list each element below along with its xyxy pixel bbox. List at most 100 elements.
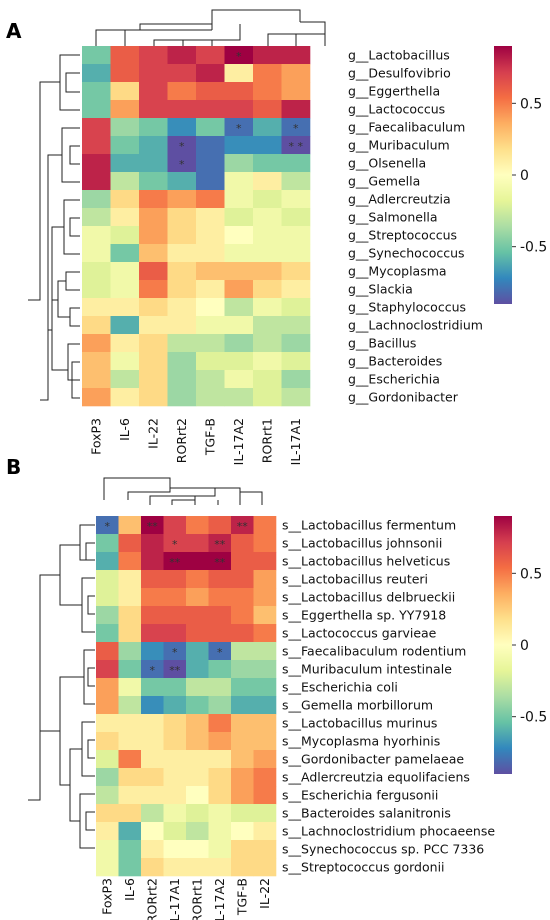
heatmap-cell [82,208,111,227]
heatmap-cell [281,352,311,371]
heatmap-cell [224,208,254,227]
heatmap-cell [141,822,164,841]
heatmap-cell [82,172,111,191]
heatmap-cell [186,696,209,715]
heatmap-cell [196,172,225,191]
heatmap-cell [253,136,282,155]
heatmap-cell [186,588,209,607]
heatmap-cell [163,840,187,859]
heatmap-cell [110,64,140,83]
heatmap-cell [163,714,187,733]
heatmap-cell [110,352,140,371]
heatmap-cell [196,388,225,407]
heatmap-cell [224,262,254,281]
row-label: g__Bacillus [348,336,416,351]
heatmap-cell [139,370,168,389]
heatmap-cell [139,64,168,83]
heatmap-cell [281,172,311,191]
row-label: g__Salmonella [348,210,438,225]
heatmap-cell [281,100,311,119]
significance-marker: * [179,158,185,171]
heatmap-cell [139,154,168,173]
heatmap-cell [281,280,311,299]
heatmap-cell [110,46,140,65]
heatmap-cell [139,352,168,371]
significance-marker: ** [237,520,249,533]
colorbar-tick-label: -0.5 [520,240,547,256]
panel-b-row-dendrogram [28,524,95,849]
row-label: g__Olsenella [348,156,426,171]
heatmap-cell [186,858,209,877]
heatmap-cell [167,46,197,65]
heatmap-cell [118,768,142,787]
heatmap-cell [281,64,311,83]
heatmap-cell [96,768,119,787]
row-label: s__Escherichia fergusonii [282,788,438,803]
heatmap-cell [110,172,140,191]
heatmap-cell [208,624,232,643]
heatmap-cell [253,768,277,787]
heatmap-cell [139,316,168,335]
heatmap-cell [186,624,209,643]
heatmap-cell [167,244,197,263]
row-label: g__Staphylococcus [348,300,466,315]
heatmap-cell [196,82,225,101]
heatmap-cell [163,534,187,553]
heatmap-cell [224,136,254,155]
heatmap-cell [253,786,277,805]
heatmap-cell [253,624,277,643]
heatmap-cell [253,696,277,715]
heatmap-cell [253,190,282,209]
heatmap-cell [167,226,197,245]
heatmap-cell [208,606,232,625]
row-label: s__Streptococcus gordonii [282,860,445,875]
heatmap-cell [253,262,282,281]
heatmap-cell [96,624,119,643]
significance-marker: * [293,122,299,135]
row-label: g__Adlercreutzia [348,192,451,207]
panel-b-cells [96,516,277,877]
panel-a-row-dendrogram [28,54,80,401]
column-label: IL-17A2 [231,418,246,465]
heatmap-cell [96,714,119,733]
panel-b-colorbar: 0.5 0 -0.5 [494,516,547,774]
heatmap-cell [196,208,225,227]
heatmap-cell [281,154,311,173]
heatmap-cell [96,570,119,589]
significance-marker: ** [147,520,159,533]
heatmap-cell [141,840,164,859]
heatmap-cell [253,118,282,137]
heatmap-cell [141,516,164,535]
heatmap-cell [96,516,119,535]
heatmap-cell [196,352,225,371]
heatmap-cell [141,714,164,733]
heatmap-cell [224,280,254,299]
heatmap-cell [110,226,140,245]
heatmap-cell [186,516,209,535]
column-label: IL-22 [257,878,272,909]
row-label: g__Bacteroides [348,354,442,369]
heatmap-cell [141,750,164,769]
heatmap-cell [167,370,197,389]
column-label: IL-22 [145,418,160,449]
heatmap-cell [208,534,232,553]
heatmap-cell [224,118,254,137]
heatmap-cell [281,244,311,263]
significance-marker: * [105,520,111,533]
heatmap-cell [163,696,187,715]
heatmap-cell [167,298,197,317]
row-label: g__Muribaculum [348,138,450,153]
row-label: g__Synechococcus [348,246,465,261]
heatmap-cell [186,822,209,841]
column-label: IL-6 [117,418,132,441]
heatmap-cell [196,244,225,263]
heatmap-cell [139,334,168,353]
heatmap-cell [208,516,232,535]
heatmap-cell [167,262,197,281]
panel-a-significance: * * * * * * * [179,50,303,171]
heatmap-cell [231,822,254,841]
significance-marker: * [236,50,242,63]
row-label: s__Lactococcus garvieae [282,626,437,641]
significance-marker: * [172,538,178,551]
